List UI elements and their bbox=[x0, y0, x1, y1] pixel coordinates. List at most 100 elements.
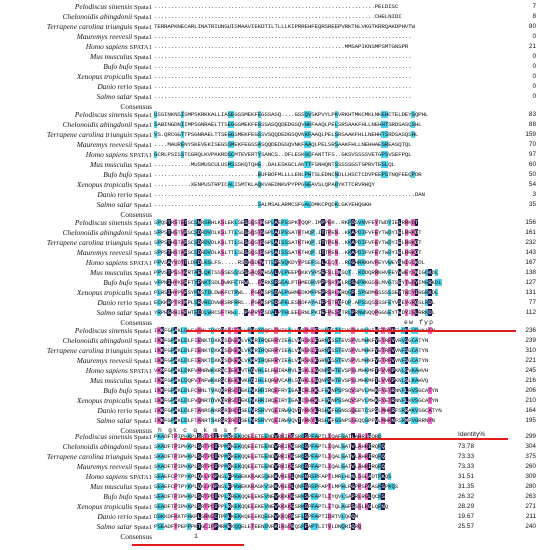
alignment-row: Pelodiscus sinensis Spata1 SPQSTRSTETSCSN… bbox=[4, 218, 536, 228]
residue-count: 206 bbox=[525, 387, 536, 394]
species-name: Mauremys reevesii bbox=[76, 140, 133, 149]
residue-count: 161 bbox=[525, 229, 536, 236]
sequence: IKKFGPAKLDLFCNNLTVKQKRRSCIEKLVKHRIRQEFRY… bbox=[154, 387, 439, 394]
gene-name: Spata1 bbox=[134, 54, 152, 61]
alignment-row: Mauremys reevesii Spata1 SKADFTPIPHKPLSRT… bbox=[4, 462, 536, 472]
sequence: VS.QRCGGTTPSGNRAELTTSEGGSMEKFEGSSVSQQDED… bbox=[154, 131, 419, 138]
residue-count: 35 bbox=[528, 201, 536, 208]
gene-name: Spata1 bbox=[134, 444, 152, 451]
residue-count: 304 bbox=[525, 443, 536, 450]
residue-count: 310 bbox=[525, 347, 536, 354]
alignment-row: Xenopus tropicalis Spata1 ...........XENP… bbox=[4, 180, 536, 190]
residue-count: 211 bbox=[525, 513, 536, 520]
sequence: SEADFTPIPHKPLSRTPCIPPLRREKQQELEKEVNEVKKK… bbox=[154, 493, 385, 500]
residue-count: 143 bbox=[525, 249, 536, 256]
residue-count: 210 bbox=[525, 397, 536, 404]
species-name: Salmo salar bbox=[96, 200, 133, 209]
residue-count: 70 bbox=[528, 141, 536, 148]
gene-name: Spata1 bbox=[134, 280, 152, 287]
sequence: SKADFTPIPHKPLSRTPCIPPMRKEKQQELETEENDVRKI… bbox=[154, 453, 385, 460]
consensus-label: Consensus bbox=[120, 102, 152, 111]
alignment-row: Bufo bufo Spata1........................… bbox=[4, 170, 536, 180]
alignment-row: Xenopus tropicalis Spata1 PLRSIHYPVPSYPNS… bbox=[4, 288, 536, 298]
species-label: Homo sapiens SPATA1 bbox=[4, 366, 152, 377]
gene-name: Spata1 bbox=[134, 122, 152, 129]
species-label: Bufo bufo Spata1 bbox=[4, 62, 152, 73]
alignment-row: Homo sapiens SPATA1 VKMFGPAKLDKFVMNRWKKRN… bbox=[4, 366, 536, 376]
species-name: Danio rerio bbox=[97, 406, 133, 415]
species-name: Bufo bufo bbox=[103, 492, 133, 501]
species-name: Mus musculus bbox=[90, 52, 133, 61]
alignment-block: Pelodiscus sinensis Spata1IKKFGPAKLDLFAG… bbox=[4, 326, 536, 436]
sequence: IKKFGPAKLDLFIENKTCKKRSCKEKLVKHRIRQERRYIE… bbox=[154, 347, 429, 354]
species-name: Chelonoidis abingdonii bbox=[62, 12, 133, 21]
sequence: YRPHGRHIEPHTECDLWRCSFTRWL..PAPRYSSDALPTH… bbox=[154, 309, 435, 316]
residue-count: 77 bbox=[528, 299, 536, 306]
gene-name: Spata1 bbox=[134, 464, 152, 471]
residue-count: 50 bbox=[528, 171, 536, 178]
species-label: Homo sapiens SPATA1 bbox=[4, 150, 152, 161]
species-label: Chelonoidis abingdonii Spata1 bbox=[4, 336, 152, 347]
consensus-label: Consensus bbox=[120, 532, 152, 541]
consensus-sequence: 1 bbox=[194, 533, 200, 540]
species-label: Salmo salar Spata1 bbox=[4, 200, 152, 211]
residue-count: 164 bbox=[525, 407, 536, 414]
alignment-row: Terrapene carolina triunguis Spata1 VS.QR… bbox=[4, 130, 536, 140]
species-label: Salmo salar Spata1 bbox=[4, 416, 152, 427]
species-label: Chelonoidis abingdonii Spata1 bbox=[4, 120, 152, 131]
species-label: Pelodiscus sinensis Spata1 bbox=[4, 2, 152, 13]
species-name: Pelodiscus sinensis bbox=[74, 326, 133, 335]
gene-name: Spata1 bbox=[134, 454, 152, 461]
sequence: ECKKRPTRIMPLSRVRCDVWKSRFRRL..PGRKSPSDSPK… bbox=[154, 299, 435, 306]
species-label: Salmo salar Spata1 bbox=[4, 308, 152, 319]
species-name: Xenopus tropicalis bbox=[76, 72, 133, 81]
residue-count: 245 bbox=[525, 367, 536, 374]
species-label: Homo sapiens SPATA1 bbox=[4, 42, 152, 53]
residue-count: 280 bbox=[525, 483, 536, 490]
gene-name: Spata1 bbox=[134, 142, 152, 149]
alignment-row: Mauremys reevesii Spata1................… bbox=[4, 32, 536, 42]
species-name: Chelonoidis abingdonii bbox=[62, 442, 133, 451]
gene-name: Spata1 bbox=[134, 112, 152, 119]
domain-underline bbox=[180, 438, 508, 440]
sequence: GCRLPSISSTCGRQLKVPKKRDSCMTEVERTYSANCS..D… bbox=[154, 151, 412, 158]
species-name: Salmo salar bbox=[96, 416, 133, 425]
consensus-sequence: ew fyp bbox=[404, 319, 435, 326]
gene-name: Spata1 bbox=[134, 74, 152, 81]
gene-name: SPATA1 bbox=[129, 368, 152, 375]
sequence: PPVSTPSSTGRTAELQKTSSSSESSSSSSAQSNHSVLVLP… bbox=[154, 269, 439, 276]
sequence: ........................................… bbox=[154, 191, 425, 198]
sequence: ........................................… bbox=[154, 13, 402, 20]
sequence: IKKFGPAKLDLFTANRSNKRSRIRCISELVRSRVYQEIRW… bbox=[154, 407, 442, 414]
gene-name: Spata1 bbox=[134, 300, 152, 307]
species-label: Pelodiscus sinensis Spata1 bbox=[4, 110, 152, 121]
residue-count: 83 bbox=[528, 111, 536, 118]
gene-name: Spata1 bbox=[134, 162, 152, 169]
species-name: Bufo bufo bbox=[103, 278, 133, 287]
species-name: Chelonoidis abingdonii bbox=[62, 336, 133, 345]
sequence: PLRSIHYPVPSYPNSTDLDWKFCTRWL..PGRKSPSDALP… bbox=[154, 289, 439, 296]
consensus-sequence: h gk c q k m s f bbox=[158, 427, 239, 434]
species-label: Bufo bufo Spata1 bbox=[4, 170, 152, 181]
domain-underline bbox=[132, 544, 244, 546]
residue-count: 232 bbox=[525, 239, 536, 246]
sequence: SPQSTRSTETSCSNRSRHLKSLEKLSESSQSTRGPLAEPS… bbox=[154, 219, 419, 226]
gene-name: Spata1 bbox=[134, 290, 152, 297]
species-name: Danio rerio bbox=[97, 82, 133, 91]
species-label: Mauremys reevesii Spata1 bbox=[4, 248, 152, 259]
residue-count: 0 bbox=[532, 33, 536, 40]
consensus-row: Consensus 1 bbox=[4, 532, 536, 542]
residue-count: 159 bbox=[525, 131, 536, 138]
gene-name: SPATA1 bbox=[129, 474, 152, 481]
gene-name: Spata1 bbox=[134, 514, 152, 521]
alignment-row: Danio rerio Spata1 ECKKRPTRIMPLSRVRCDVWKS… bbox=[4, 298, 536, 308]
residue-count: 309 bbox=[525, 473, 536, 480]
species-label: Mus musculus Spata1 bbox=[4, 376, 152, 387]
gene-name: Spata1 bbox=[134, 358, 152, 365]
species-name: Xenopus tropicalis bbox=[76, 180, 133, 189]
gene-name: Spata1 bbox=[134, 14, 152, 21]
alignment-block: Pelodiscus sinensis Spata1..............… bbox=[4, 2, 536, 112]
species-name: Chelonoidis abingdonii bbox=[62, 120, 133, 129]
residue-count: 236 bbox=[525, 327, 536, 334]
species-label: Chelonoidis abingdonii Spata1 bbox=[4, 12, 152, 23]
